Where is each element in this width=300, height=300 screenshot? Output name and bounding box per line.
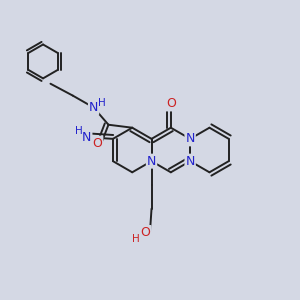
Text: O: O	[92, 137, 102, 150]
Text: N: N	[147, 154, 156, 168]
Text: N: N	[89, 101, 98, 114]
Text: N: N	[185, 154, 195, 168]
Text: H: H	[133, 234, 140, 244]
Text: N: N	[82, 131, 92, 144]
Text: O: O	[166, 98, 176, 110]
Text: H: H	[98, 98, 106, 108]
Text: N: N	[185, 132, 195, 146]
Text: H: H	[75, 126, 82, 136]
Text: O: O	[141, 226, 151, 239]
